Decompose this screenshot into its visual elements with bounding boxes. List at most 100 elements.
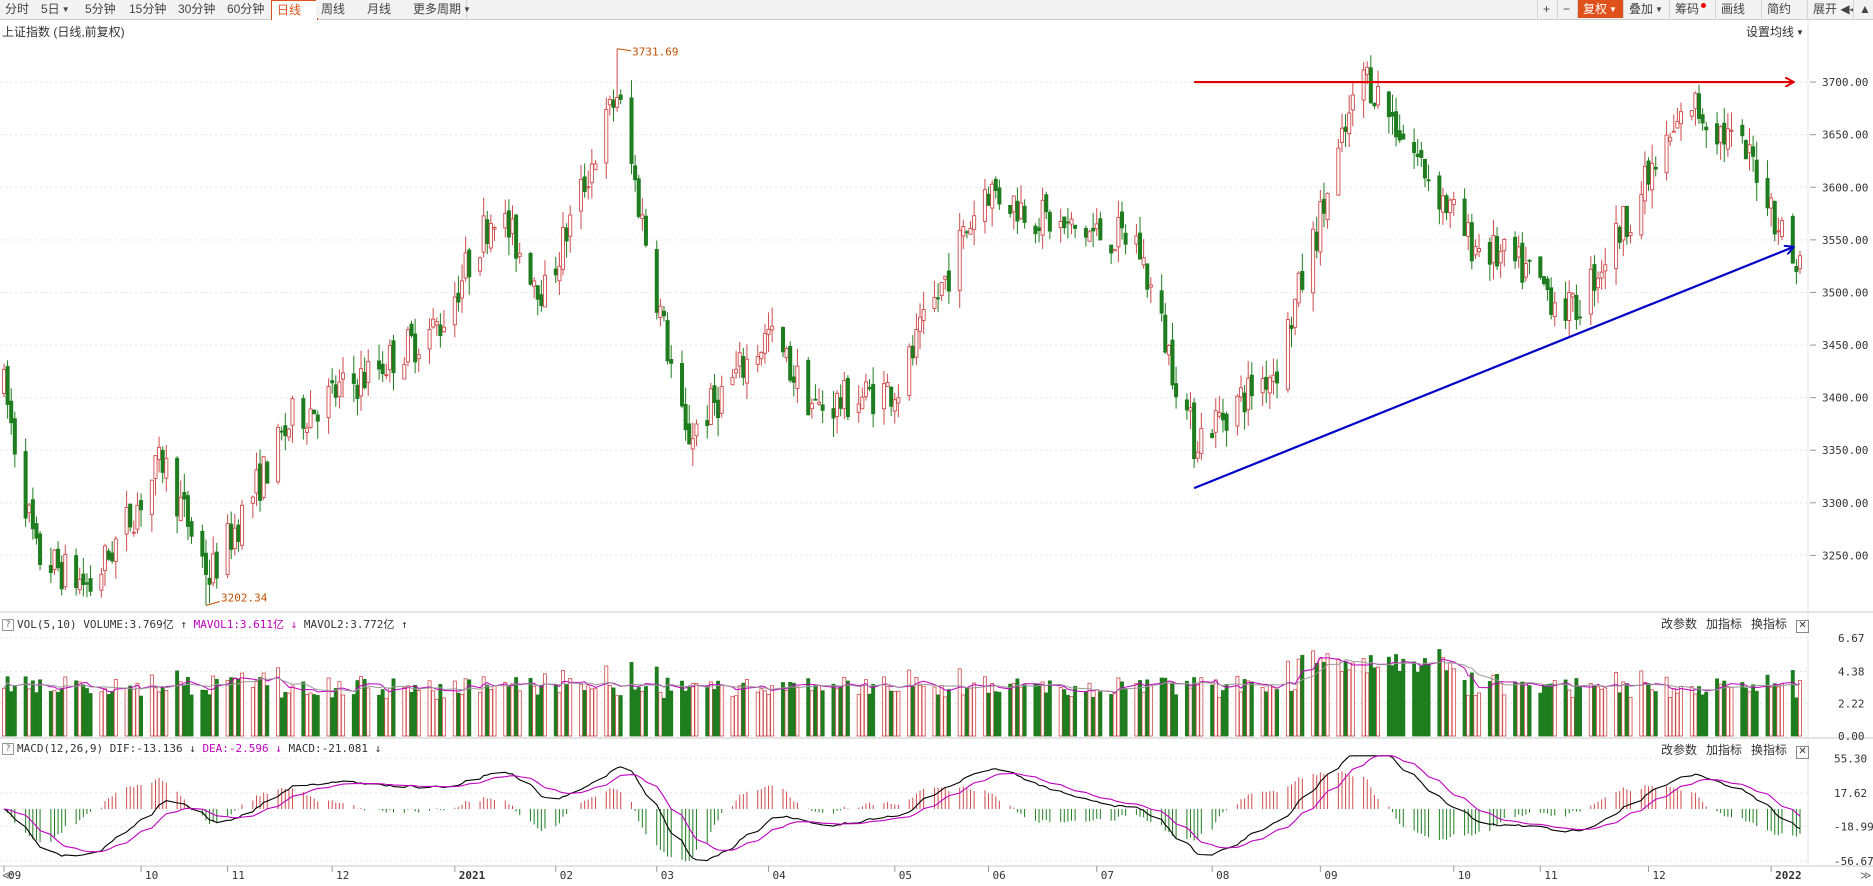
period-tab-4[interactable]: 30分钟 (173, 0, 223, 18)
candle-body (1444, 195, 1449, 214)
x-tick-label: 08 (1216, 869, 1229, 882)
volume-bar (326, 677, 331, 737)
volume-bar (1221, 690, 1225, 737)
toolbar-right-button-8[interactable]: ▲ (1853, 0, 1873, 18)
candle-body (1754, 159, 1759, 183)
candle-body (1311, 228, 1316, 294)
volume-bar (27, 688, 32, 737)
volume-bar (442, 697, 446, 737)
swap-indicator-button[interactable]: 换指标 (1751, 617, 1788, 631)
period-tab-5[interactable]: 60分钟 (222, 0, 272, 18)
candle-body (1422, 158, 1427, 179)
candle-body (203, 552, 208, 575)
candle-body (1325, 192, 1330, 221)
volume-bar (856, 694, 861, 737)
candle-body (23, 451, 28, 519)
macd-tick-label: 55.30 (1834, 752, 1867, 765)
candle-body (1285, 319, 1290, 390)
volume-bar (1740, 682, 1745, 737)
candle-body (1603, 264, 1608, 272)
volume-bar (1321, 661, 1326, 737)
volume-bar (568, 678, 573, 737)
candle-body (1592, 264, 1597, 291)
chart-title: 上证指数 (日线,前复权) (2, 25, 125, 39)
volume-bar (175, 670, 180, 737)
candle-body (276, 426, 281, 483)
candle-body (860, 396, 865, 410)
candle-body (330, 380, 335, 384)
candle-body (910, 345, 915, 359)
candle-body (957, 229, 962, 291)
candle-body (326, 386, 331, 419)
volume-bar (1011, 683, 1016, 737)
period-tab-label: 日线 (277, 3, 302, 17)
toolbar-right-button-4[interactable]: 筹码 (1669, 0, 1717, 18)
period-tab-1[interactable]: 5日 ▼ (36, 0, 81, 18)
candle-body (766, 328, 771, 335)
candle-body (1336, 147, 1341, 196)
help-icon[interactable]: ? (2, 743, 14, 755)
volume-bar (517, 690, 522, 737)
volume-bar (553, 684, 558, 737)
change-params-button[interactable]: 改参数 (1661, 743, 1698, 757)
ma-setting-dropdown[interactable]: 设置均线 ▼ (1746, 23, 1804, 40)
candle-body (712, 385, 717, 403)
candle-body (586, 186, 591, 189)
volume-bar (1776, 686, 1781, 737)
x-tick-label: 02 (560, 869, 573, 882)
add-indicator-button[interactable]: 加指标 (1706, 617, 1743, 631)
candle-body (1271, 374, 1276, 382)
close-icon[interactable]: ✕ (1796, 746, 1810, 759)
candle-body (1, 368, 7, 394)
volume-bar (1664, 676, 1669, 737)
period-tab-0[interactable]: 分时 (0, 0, 37, 18)
help-icon[interactable]: ? (2, 619, 14, 631)
volume-bar (694, 683, 699, 737)
candle-body (149, 479, 154, 516)
candle-body (1412, 142, 1417, 154)
candle-body (762, 332, 767, 354)
x-tick-label: 12 (336, 869, 349, 882)
swap-indicator-button[interactable]: 换指标 (1751, 743, 1788, 757)
volume-bar (1267, 684, 1272, 737)
volume-bar (1798, 680, 1802, 737)
period-tab-8[interactable]: 月线 (362, 0, 409, 18)
toolbar-button-label: + (1543, 2, 1551, 16)
volume-bar (741, 682, 746, 737)
period-tab-9[interactable]: 更多周期 ▼ (408, 0, 471, 18)
period-tab-label: 分时 (5, 2, 30, 16)
candle-body (160, 449, 165, 473)
mavol2-value: MAVOL2:3.772亿 ↑ (303, 618, 408, 631)
period-tab-3[interactable]: 15分钟 (124, 0, 174, 18)
volume-bar (23, 676, 28, 737)
candle-body (460, 280, 465, 299)
period-tab-6[interactable]: 日线 (271, 0, 318, 20)
chevron-down-icon: ▼ (1796, 28, 1804, 38)
candle-body (1419, 150, 1424, 158)
volume-bar (330, 697, 335, 737)
add-indicator-button[interactable]: 加指标 (1706, 743, 1743, 757)
candle-body (939, 282, 944, 296)
candle-body (333, 384, 338, 398)
candle-body (1440, 195, 1445, 213)
toolbar-right-button-3[interactable]: 叠加 ▼ (1623, 0, 1671, 18)
toolbar-right-button-2[interactable]: 复权 ▼ (1577, 0, 1625, 18)
volume-bar (871, 683, 876, 737)
period-tab-2[interactable]: 5分钟 (80, 0, 125, 18)
close-icon[interactable]: ✕ (1796, 620, 1810, 633)
volume-bar (1527, 685, 1532, 737)
candle-body (593, 163, 598, 171)
volume-bar (1123, 688, 1128, 737)
candle-body (643, 215, 648, 246)
candle-body (1238, 387, 1244, 398)
candle-body (636, 178, 641, 217)
change-params-button[interactable]: 改参数 (1661, 617, 1698, 631)
volume-bar (1448, 662, 1453, 737)
volume-bar (820, 690, 825, 737)
candle-body (1069, 218, 1074, 225)
volume-bar (1246, 680, 1251, 737)
volume-bar (964, 688, 969, 737)
volume-bar (377, 694, 382, 737)
volume-bar (1588, 683, 1593, 737)
